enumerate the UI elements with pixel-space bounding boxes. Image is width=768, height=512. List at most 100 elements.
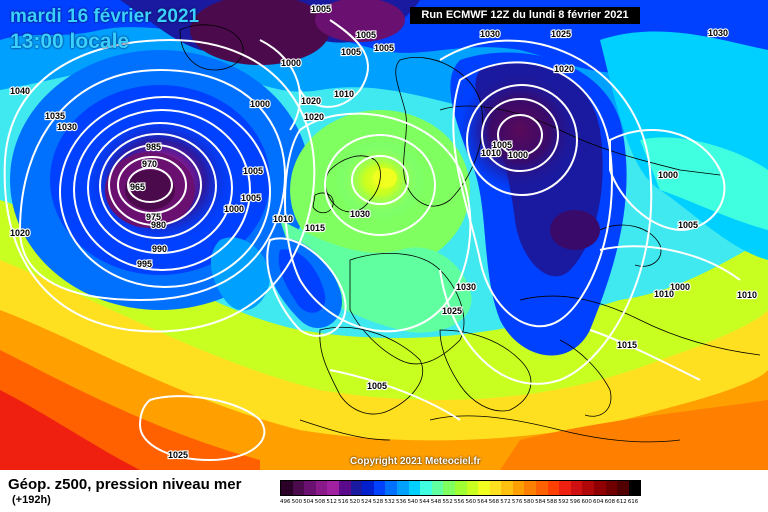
pressure-label: 1030: [480, 29, 500, 39]
pressure-label: 1000: [658, 170, 678, 180]
pressure-label: 1030: [456, 282, 476, 292]
pressure-label: 965: [130, 182, 145, 192]
color-scale-tick: 564: [477, 499, 488, 505]
pressure-label: 1035: [45, 111, 65, 121]
color-scale-tick: 548: [430, 499, 442, 505]
pressure-label: 1000: [508, 150, 528, 160]
pressure-label: 1005: [367, 381, 387, 391]
color-scale-swatch: [420, 481, 432, 495]
pressure-label: 1010: [481, 148, 501, 158]
pressure-label: 1000: [224, 204, 244, 214]
pressure-label: 1025: [442, 306, 462, 316]
pressure-label: 1005: [356, 30, 376, 40]
pressure-label: 1025: [551, 29, 571, 39]
pressure-label: 1015: [617, 340, 637, 350]
color-scale-swatch: [281, 481, 293, 495]
color-scale-swatch: [385, 481, 397, 495]
pressure-label: 1030: [57, 122, 77, 132]
color-scale-tick: 580: [523, 499, 534, 505]
color-scale-tick: 500: [291, 499, 303, 505]
pressure-label: 1005: [311, 4, 331, 14]
pressure-labels: 1005 1005 1005 1005 1000 1000 1010 1020 …: [9, 3, 758, 461]
color-scale-swatch: [396, 481, 409, 495]
color-scale-swatch: [524, 481, 537, 495]
model-run-label: Run ECMWF 12Z du lundi 8 février 2021: [410, 7, 640, 24]
color-scale-swatch: [547, 481, 560, 495]
color-scale-tick: 512: [326, 499, 337, 505]
color-scale-tick: 504: [303, 499, 314, 505]
color-scale-swatch: [373, 481, 386, 495]
pressure-label: 1005: [341, 47, 361, 57]
color-scale-swatch: [594, 481, 606, 495]
color-scale-tick: 568: [488, 499, 500, 505]
pressure-label: 1000: [670, 282, 690, 292]
color-scale-swatch: [512, 481, 525, 495]
color-scale-swatch: [582, 481, 595, 495]
color-scale-tick: 588: [546, 499, 558, 505]
color-scale-swatch: [628, 481, 641, 495]
color-scale-tick: 520: [349, 499, 361, 505]
pressure-label: 1005: [374, 43, 394, 53]
color-scale-swatch: [408, 481, 421, 495]
map-title: Géop. z500, pression niveau mer: [8, 476, 242, 493]
pressure-label: 1020: [554, 64, 574, 74]
color-scale-swatch: [304, 481, 316, 495]
pressure-label: 1040: [10, 86, 30, 96]
color-scale-swatch: [605, 481, 618, 495]
color-scale-swatch: [443, 481, 455, 495]
pressure-label: 1005: [241, 193, 261, 203]
color-scale-tick: 596: [569, 499, 581, 505]
pressure-label: 1030: [708, 28, 728, 38]
pressure-label: 1020: [10, 228, 30, 238]
pressure-label: 995: [137, 259, 152, 269]
pressure-label: 1010: [737, 290, 757, 300]
color-scale-swatch: [350, 481, 363, 495]
coastlines: [179, 24, 761, 443]
pressure-label: 1010: [654, 289, 674, 299]
z500-map: 1005 1005 1005 1005 1000 1000 1010 1020 …: [0, 0, 768, 470]
color-scale-tick: 532: [384, 499, 395, 505]
color-scale-tick: 556: [453, 499, 465, 505]
color-scale-swatch: [478, 481, 490, 495]
pressure-label: 1020: [301, 96, 321, 106]
color-scale-ticks: 496 500 504 508 512 516 520 524 528 532 536 540 544 5…: [280, 499, 639, 505]
pressure-label: 1030: [350, 209, 370, 219]
color-scale-tick: 600: [581, 499, 592, 505]
color-scale-swatch: [570, 481, 583, 495]
pressure-label: 1005: [678, 220, 698, 230]
color-scale-tick: 528: [372, 499, 384, 505]
pressure-label: 1010: [334, 89, 354, 99]
color-scale: [280, 480, 642, 496]
color-scale-swatch: [338, 481, 351, 495]
forecast-date: mardi 16 février 2021: [10, 6, 200, 27]
color-scale-tick: 524: [361, 499, 372, 505]
color-scale-tick: 612: [616, 499, 627, 505]
color-scale-swatch: [559, 481, 571, 495]
color-scale-swatch: [454, 481, 467, 495]
pressure-label: 1000: [250, 99, 270, 109]
color-scale-swatch: [536, 481, 548, 495]
pressure-label: 980: [151, 220, 166, 230]
pressure-label: 990: [152, 244, 167, 254]
pressure-label: 1005: [243, 166, 263, 176]
pressure-label: 1005: [492, 140, 512, 150]
pressure-label: 1015: [305, 223, 325, 233]
pressure-label: 970: [142, 159, 157, 169]
color-scale-tick: 552: [442, 499, 453, 505]
color-scale-tick: 576: [511, 499, 523, 505]
pressure-label: 1020: [304, 112, 324, 122]
legend-bar: Géop. z500, pression niveau mer (+192h) …: [0, 470, 768, 512]
color-scale-tick: 584: [535, 499, 546, 505]
color-scale-tick: 592: [558, 499, 569, 505]
pressure-label: 975: [146, 212, 161, 222]
color-scale-tick: 608: [604, 499, 616, 505]
color-scale-tick: 572: [500, 499, 511, 505]
color-scale-swatch: [466, 481, 479, 495]
pressure-label: 985: [146, 142, 161, 152]
color-scale-swatch: [617, 481, 629, 495]
pressure-label: 1010: [273, 214, 293, 224]
color-scale-swatch: [489, 481, 502, 495]
color-scale-swatch: [431, 481, 444, 495]
color-scale-tick: 544: [419, 499, 430, 505]
